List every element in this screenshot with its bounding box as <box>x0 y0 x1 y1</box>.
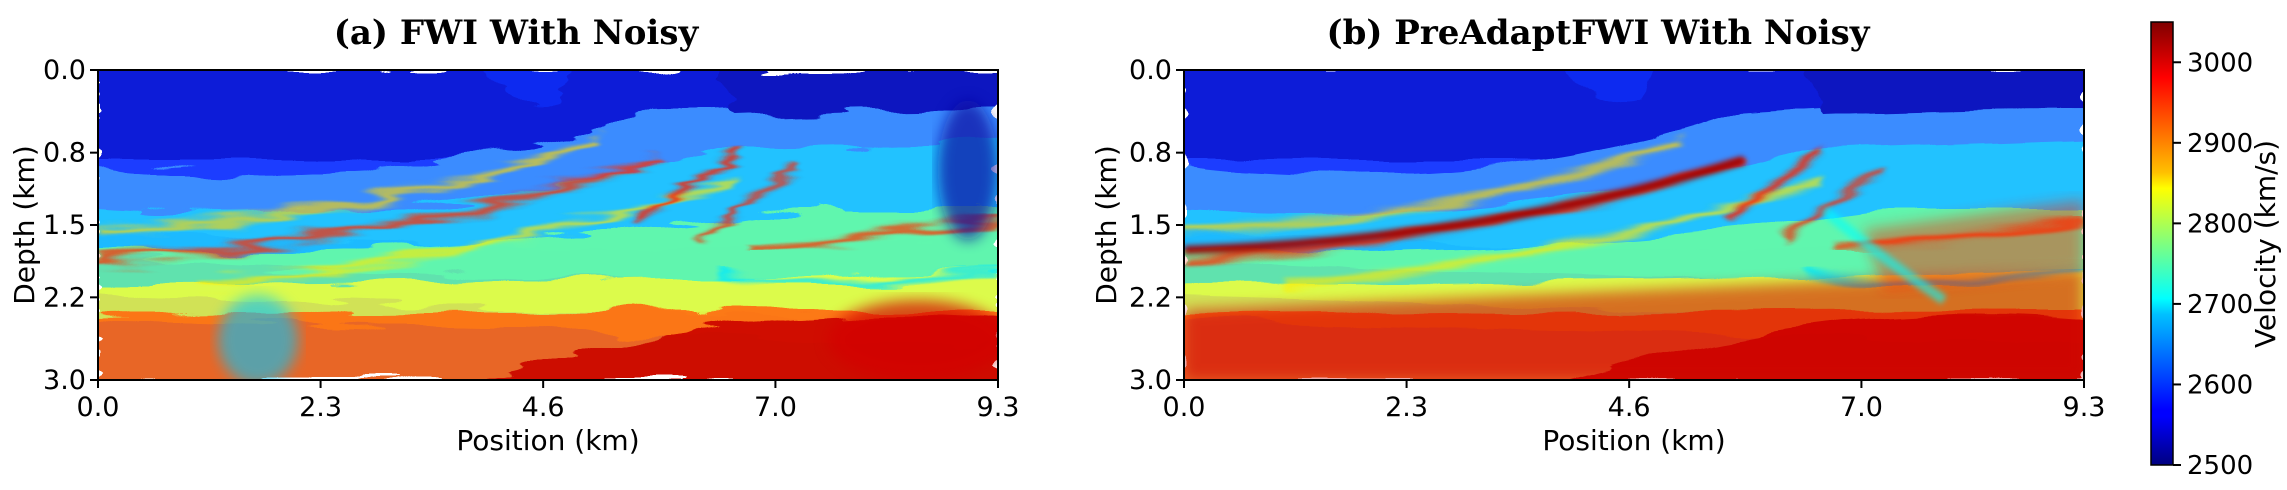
colorbar-tick-label: 3000 <box>2187 48 2253 78</box>
colorbar-tick-label: 2700 <box>2187 290 2253 320</box>
colorbar-tick-label: 2500 <box>2187 451 2253 481</box>
y-tick-label: 1.5 <box>43 210 86 241</box>
x-tick-label: 4.6 <box>522 392 565 423</box>
panel-a-xlabel: Position (km) <box>456 424 639 457</box>
y-tick-label: 2.2 <box>43 282 86 313</box>
panel-b-ylabel: Depth (km) <box>1090 145 1123 305</box>
colorbar-ticks: 2500 2600 2700 2800 2900 3000 <box>2173 48 2253 481</box>
panel-b-title: (b) PreAdaptFWI With Noisy <box>1327 13 1871 53</box>
x-tick-label: 4.6 <box>1608 392 1651 423</box>
x-tick-label: 7.0 <box>754 392 797 423</box>
colorbar-tick-label: 2600 <box>2187 370 2253 400</box>
colorbar-label: Velocity (km/s) <box>2249 140 2282 348</box>
y-tick-label: 3.0 <box>1129 365 1172 396</box>
y-tick-label: 0.0 <box>1129 55 1172 86</box>
y-tick-label: 0.0 <box>43 55 86 86</box>
y-tick-label: 3.0 <box>43 365 86 396</box>
y-tick-label: 1.5 <box>1129 210 1172 241</box>
y-tick-label: 0.8 <box>1129 138 1172 169</box>
x-tick-label: 2.3 <box>299 392 342 423</box>
x-tick-label: 9.3 <box>977 392 1020 423</box>
panel-b-heatmap <box>1184 70 2084 380</box>
colorbar: 2500 2600 2700 2800 2900 3000 Velocity (km/s) <box>2150 21 2282 481</box>
x-tick-label: 0.0 <box>1163 392 1206 423</box>
panel-a-yticks: 0.0 0.8 1.5 2.2 3.0 <box>43 55 98 396</box>
colorbar-tick-label: 2900 <box>2187 129 2253 159</box>
y-tick-label: 2.2 <box>1129 282 1172 313</box>
x-tick-label: 7.0 <box>1840 392 1883 423</box>
x-tick-label: 0.0 <box>77 392 120 423</box>
y-tick-label: 0.8 <box>43 138 86 169</box>
panel-a-heatmap <box>98 70 998 380</box>
colorbar-gradient <box>2150 21 2174 466</box>
x-tick-label: 2.3 <box>1385 392 1428 423</box>
panel-a: (a) FWI With Noisy 0.0 0.8 1.5 2.2 3.0 0.0 2.… <box>8 13 1019 457</box>
colorbar-tick-label: 2800 <box>2187 209 2253 239</box>
panel-a-ylabel: Depth (km) <box>8 145 41 305</box>
panel-a-title: (a) FWI With Noisy <box>334 13 700 53</box>
panel-b-xlabel: Position (km) <box>1542 424 1725 457</box>
panel-b: (b) PreAdaptFWI With Noisy 0.0 0.8 1.5 2.2 3… <box>1090 13 2105 457</box>
x-tick-label: 9.3 <box>2063 392 2106 423</box>
panel-b-yticks: 0.0 0.8 1.5 2.2 3.0 <box>1129 55 1184 396</box>
panel-a-xticks: 0.0 2.3 4.6 7.0 9.3 <box>77 380 1020 423</box>
panel-b-xticks: 0.0 2.3 4.6 7.0 9.3 <box>1163 380 2106 423</box>
